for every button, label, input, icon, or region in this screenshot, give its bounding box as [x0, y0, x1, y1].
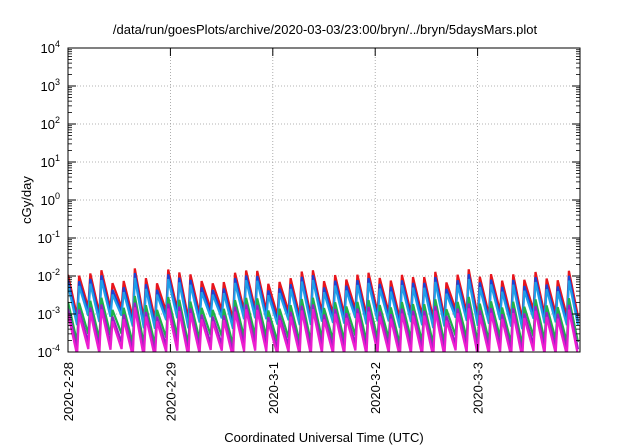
- y-tick-label: 10-4: [38, 343, 60, 360]
- x-ticks: 2020-2-28 2020-2-29 2020-3-1 2020-3-2 2020-3…: [61, 48, 486, 421]
- chart-title: /data/run/goesPlots/archive/2020-03-03/2…: [113, 22, 538, 37]
- x-tick-label: 2020-2-29: [163, 362, 178, 421]
- x-tick-label: 2020-3-1: [266, 362, 281, 414]
- x-tick-label: 2020-3-2: [368, 362, 383, 414]
- y-tick-label: 104: [41, 39, 60, 56]
- y-axis-label: cGy/day: [19, 176, 34, 224]
- y-tick-label: 10-2: [38, 267, 60, 284]
- y-tick-label: 100: [41, 191, 60, 208]
- y-ticks: 104 103 102 101 100 10-1 10-2 10-3 10-4: [38, 39, 580, 360]
- x-axis-label: Coordinated Universal Time (UTC): [224, 430, 423, 445]
- y-tick-label: 101: [41, 153, 60, 170]
- x-tick-label: 2020-2-28: [61, 362, 76, 421]
- y-tick-label: 103: [41, 77, 60, 94]
- series-group: [68, 268, 580, 352]
- y-tick-label: 10-3: [38, 305, 60, 322]
- x-tick-label: 2020-3-3: [471, 362, 486, 414]
- y-tick-label: 10-1: [38, 229, 60, 246]
- y-tick-label: 102: [41, 115, 60, 132]
